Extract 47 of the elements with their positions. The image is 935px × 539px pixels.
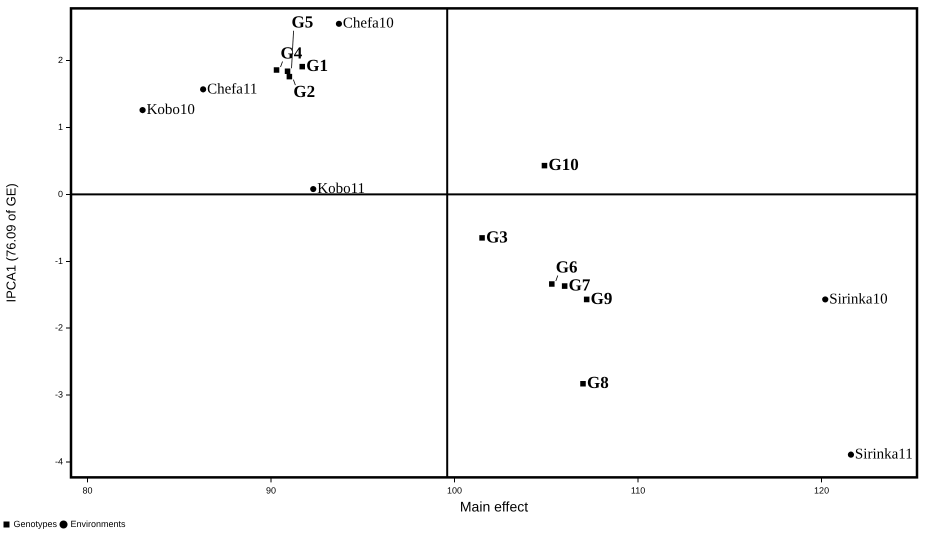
point bbox=[479, 235, 485, 241]
point bbox=[286, 74, 292, 80]
legend-label: Environments bbox=[70, 518, 126, 529]
point bbox=[274, 67, 280, 73]
annotation: Sirinka11 bbox=[854, 446, 913, 463]
point bbox=[336, 20, 342, 27]
x-tick-label: 80 bbox=[82, 485, 93, 496]
point bbox=[299, 64, 305, 70]
point bbox=[310, 186, 316, 192]
annotation: Kobo10 bbox=[146, 102, 195, 118]
y-tick-label: -2 bbox=[54, 322, 63, 333]
annotation: G5 bbox=[292, 12, 314, 32]
point bbox=[822, 296, 828, 303]
annotation: Chefa10 bbox=[342, 16, 394, 32]
annotation: G1 bbox=[306, 56, 328, 75]
point bbox=[200, 86, 206, 92]
point bbox=[848, 452, 854, 458]
y-tick-label: -3 bbox=[54, 390, 63, 400]
point bbox=[562, 283, 568, 289]
x-tick-label: 120 bbox=[814, 485, 830, 496]
point bbox=[549, 281, 555, 287]
annotation: G10 bbox=[548, 155, 579, 174]
annotation: G6 bbox=[556, 257, 578, 276]
x-tick-label: 100 bbox=[447, 485, 462, 496]
annotation: G7 bbox=[568, 275, 591, 294]
y-tick-label: 0 bbox=[58, 188, 63, 199]
annotation: G9 bbox=[590, 288, 612, 308]
y-axis-title: IPCA1 (76.09 of GE) bbox=[3, 183, 18, 303]
y-tick-label: 2 bbox=[58, 55, 63, 66]
x-tick-label: 110 bbox=[630, 485, 646, 496]
point bbox=[584, 296, 590, 302]
legend-label: Genotypes bbox=[14, 518, 58, 529]
annotation: Sirinka10 bbox=[829, 291, 888, 308]
y-tick-label: 1 bbox=[58, 122, 63, 132]
x-axis-title: Main effect bbox=[460, 498, 528, 514]
annotation: G2 bbox=[293, 82, 316, 102]
y-tick-label: -4 bbox=[54, 456, 63, 466]
annotation: G8 bbox=[587, 373, 609, 392]
annotation: Kobo11 bbox=[317, 180, 366, 197]
point bbox=[139, 106, 146, 114]
x-tick-label: 90 bbox=[266, 485, 276, 496]
point bbox=[284, 68, 290, 74]
point bbox=[542, 162, 548, 168]
annotation: G3 bbox=[486, 227, 508, 246]
y-tick-label: -1 bbox=[54, 256, 63, 266]
point bbox=[580, 380, 586, 386]
annotation: Chefa11 bbox=[207, 81, 258, 98]
